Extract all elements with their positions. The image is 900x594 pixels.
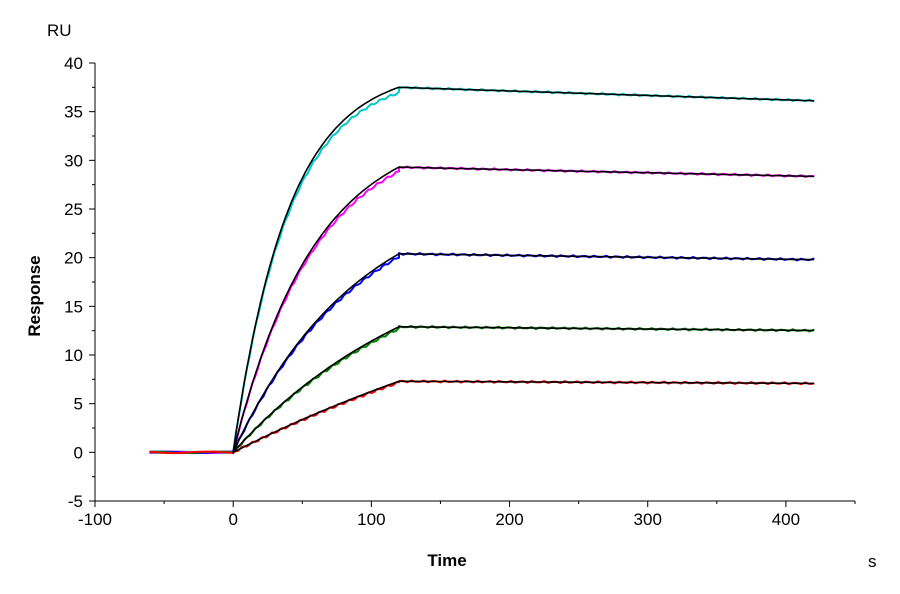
series-3-fit-curve: [232, 253, 815, 454]
x-tick-label: 0: [228, 510, 237, 529]
y-tick-label: 35: [64, 103, 83, 122]
series-2-measured-curve: [149, 165, 815, 455]
fit-curves-group: [232, 86, 815, 454]
x-tick-label: 100: [357, 510, 385, 529]
y-tick-label: 10: [64, 346, 83, 365]
y-tick-label: 5: [74, 395, 83, 414]
y-tick-label: -5: [68, 492, 83, 511]
y-axis-title: Response: [25, 255, 44, 336]
y-tick-label: 40: [64, 54, 83, 73]
series-5-fit-curve: [232, 380, 815, 454]
series-4-fit-curve: [232, 325, 815, 454]
y-tick-label: 15: [64, 297, 83, 316]
y-tick-label: 30: [64, 151, 83, 170]
series-1-measured-curve: [149, 86, 815, 455]
x-axis-title: Time: [427, 551, 466, 570]
series-group: [149, 86, 815, 455]
series-1-fit-curve: [232, 86, 815, 454]
x-tick-label: 300: [634, 510, 662, 529]
y-tick-label: 25: [64, 200, 83, 219]
y-tick-label: 20: [64, 249, 83, 268]
y-unit-label: RU: [47, 21, 72, 40]
x-tick-label: 200: [495, 510, 523, 529]
series-2-fit-curve: [232, 166, 815, 454]
x-tick-label: -100: [78, 510, 112, 529]
y-tick-label: 0: [74, 443, 83, 462]
x-unit-label: s: [868, 552, 877, 571]
axes: -5 0 5 10 15 20 25 30 35 40 -100 0 100 200 300 400: [64, 54, 856, 529]
x-tick-label: 400: [772, 510, 800, 529]
